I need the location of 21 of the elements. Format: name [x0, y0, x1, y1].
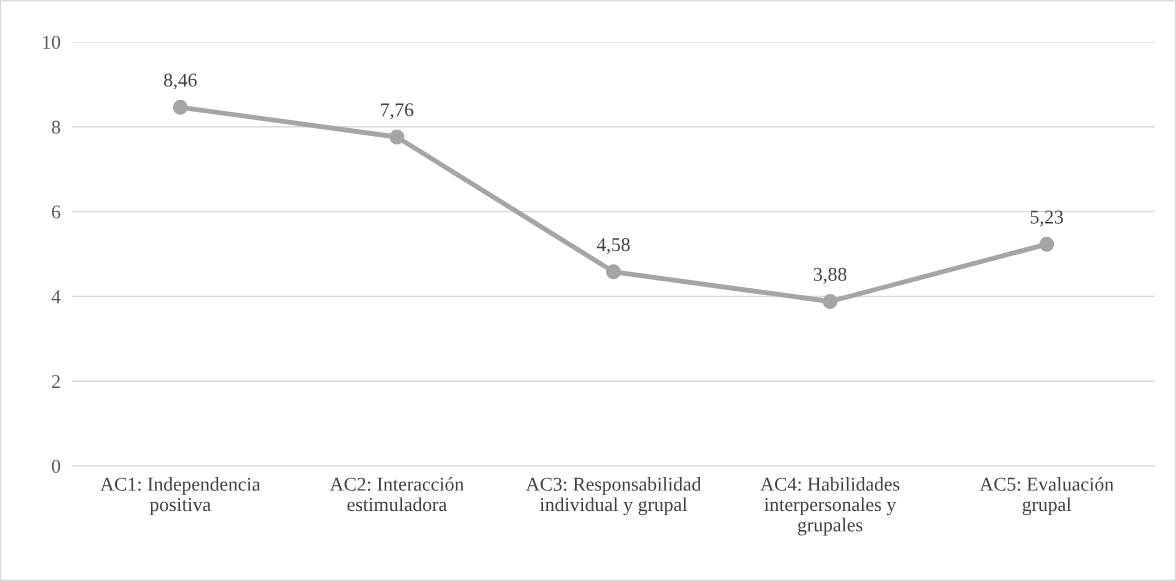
data-label: 8,46 — [164, 73, 197, 90]
point — [606, 264, 621, 280]
x-tick-label: AC4: Habilidades interpersonales y grupales — [760, 477, 900, 536]
y-tick-label: 10 — [43, 35, 61, 49]
point — [822, 294, 838, 309]
x-tick-label: AC3: Responsabilidad individual y grupal — [525, 477, 702, 516]
x-tick-label: AC2: Interacción estimuladora — [329, 477, 464, 512]
point — [172, 99, 188, 115]
y-tick-label: 0 — [51, 459, 61, 473]
y-tick-label: 4 — [51, 290, 61, 304]
data-label: 3,88 — [814, 267, 847, 284]
point — [389, 129, 405, 145]
data-label: 5,23 — [1030, 210, 1063, 227]
point — [1039, 236, 1055, 252]
data-label: 7,76 — [381, 103, 414, 120]
x-tick-label: AC5: Evaluación grupal — [979, 477, 1114, 516]
data-label: 4,58 — [596, 238, 630, 254]
x-tick-label: AC1: Independencia positiva — [100, 477, 261, 516]
y-tick-label: 8 — [51, 120, 61, 134]
y-tick-label: 6 — [52, 205, 61, 219]
y-tick-label: 2 — [52, 375, 60, 388]
